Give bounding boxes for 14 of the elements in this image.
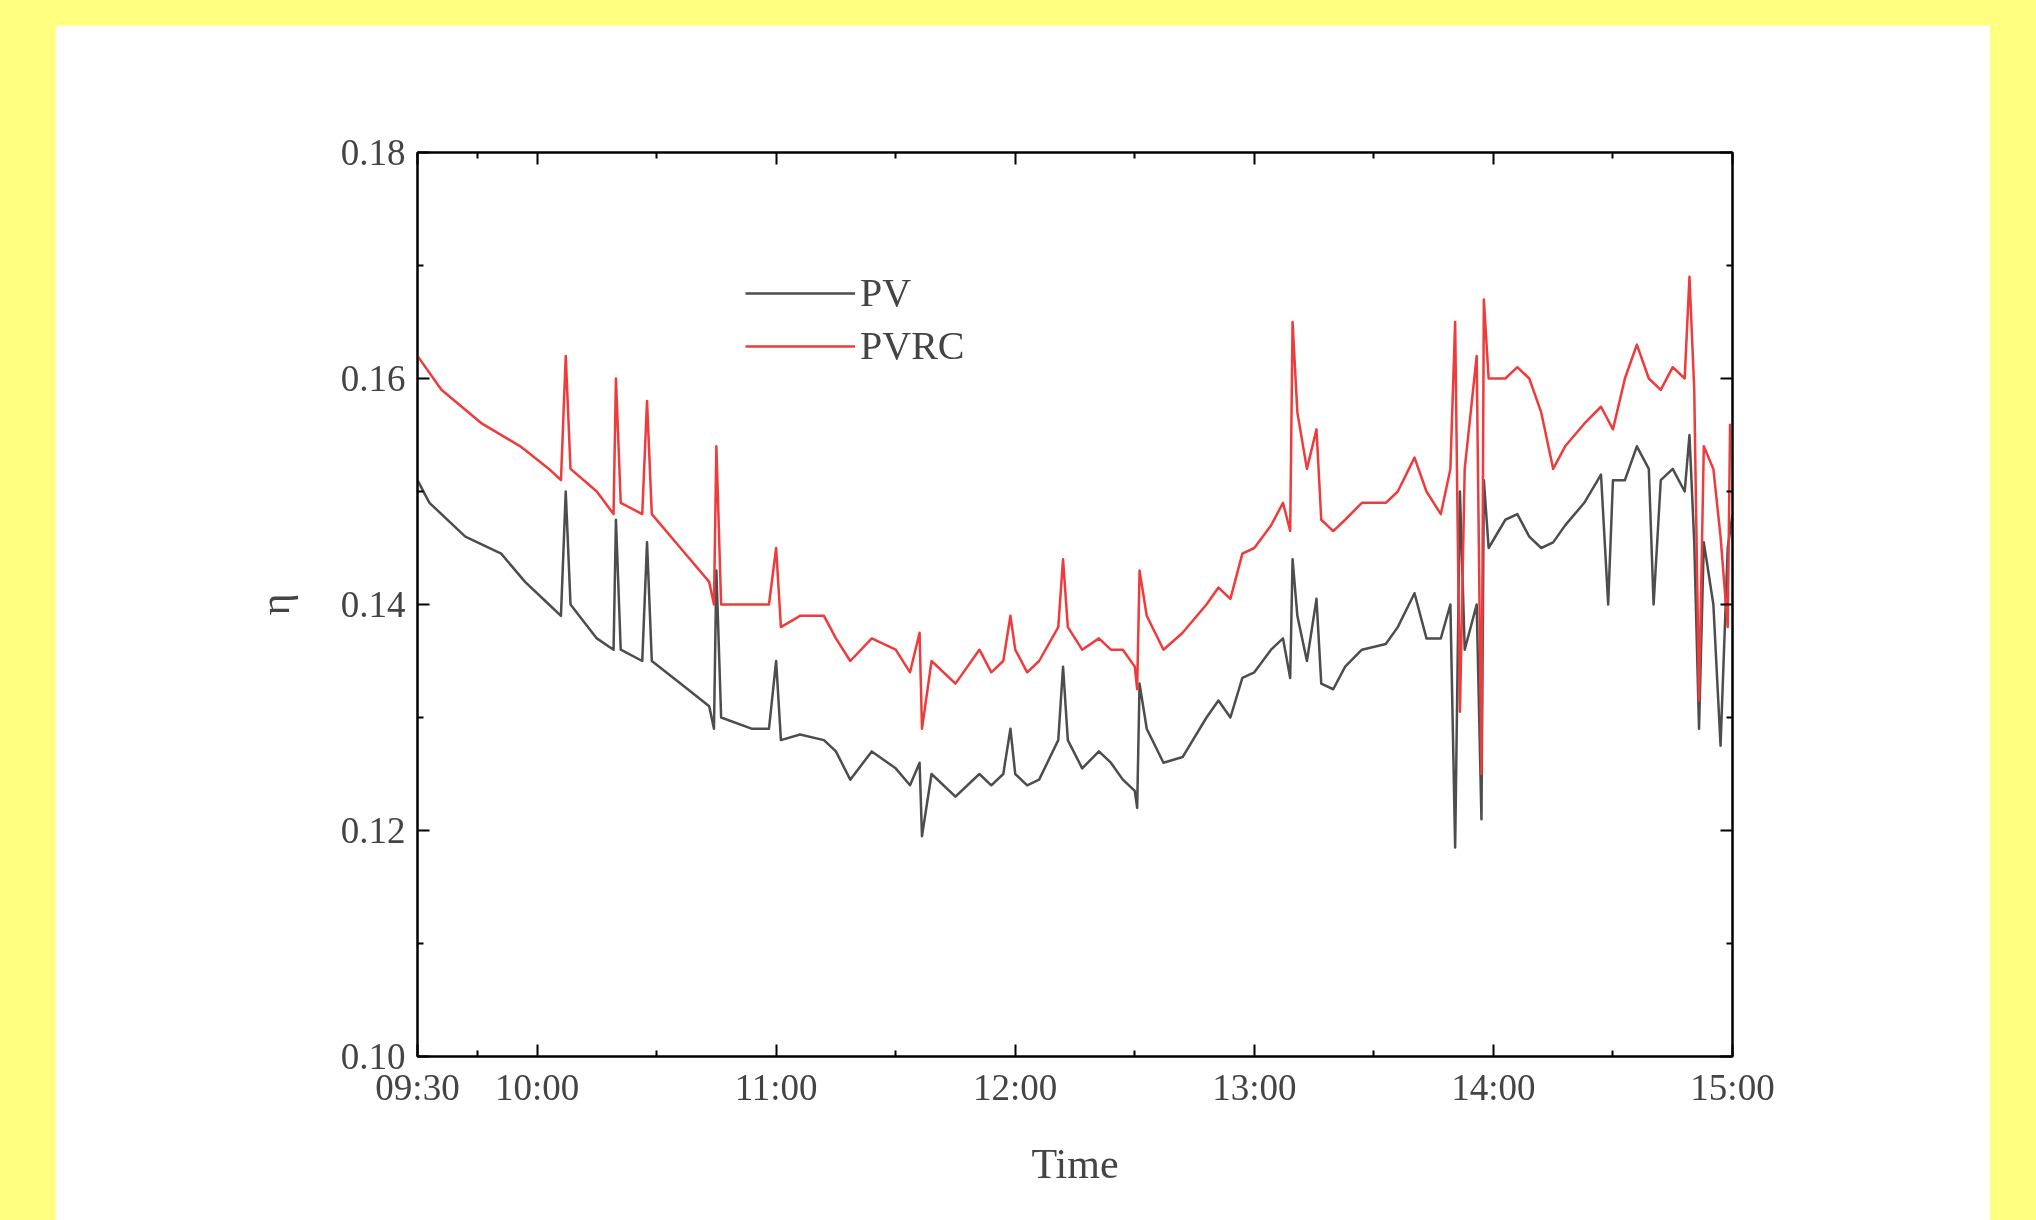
- y-tick-label: 0.12: [340, 810, 406, 851]
- legend-label: PVRC: [860, 322, 965, 369]
- y-tick-label: 0.14: [340, 584, 406, 625]
- legend-label: PV: [860, 269, 912, 316]
- x-tick-label: 11:00: [734, 1066, 818, 1108]
- x-tick-label: 12:00: [973, 1066, 1058, 1108]
- x-tick-label: 13:00: [1212, 1066, 1297, 1108]
- y-tick-label: 0.18: [340, 132, 406, 173]
- x-tick-label: 14:00: [1451, 1066, 1536, 1108]
- y-axis-title: η: [251, 593, 298, 616]
- y-tick-label: 0.16: [340, 358, 406, 399]
- x-tick-label: 10:00: [494, 1066, 580, 1108]
- x-tick-label: 15:00: [1690, 1066, 1775, 1108]
- x-axis-title: Time: [1031, 1140, 1119, 1187]
